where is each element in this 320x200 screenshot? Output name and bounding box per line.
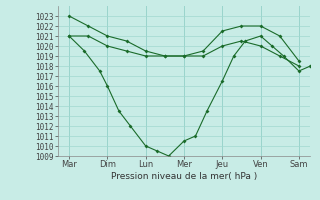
X-axis label: Pression niveau de la mer( hPa ): Pression niveau de la mer( hPa ): [111, 172, 257, 181]
